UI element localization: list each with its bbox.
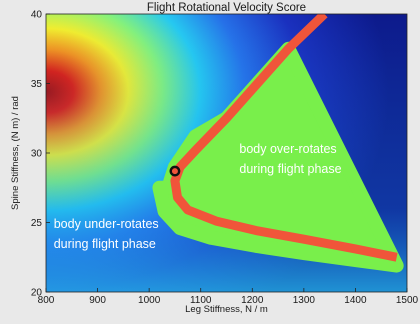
annotation-text: during flight phase (54, 237, 156, 251)
y-tick-label: 35 (31, 79, 43, 90)
y-tick-label: 20 (31, 288, 43, 299)
annotation-text: body under-rotates (54, 217, 159, 231)
x-tick-label: 1000 (138, 295, 161, 306)
x-tick-label: 900 (89, 295, 106, 306)
x-tick-label: 1300 (293, 295, 316, 306)
y-axis-label: Spine Stiffness, (N m) / rad (10, 96, 21, 210)
y-tick-label: 30 (31, 149, 43, 160)
x-axis-label: Leg Stiffness, N / m (185, 304, 268, 315)
x-tick-label: 1500 (396, 295, 419, 306)
y-tick-label: 25 (31, 218, 43, 229)
y-tick-label: 40 (31, 10, 43, 21)
selected-point-marker (169, 165, 181, 177)
x-tick-label: 1200 (241, 295, 264, 306)
x-tick-label: 800 (38, 295, 55, 306)
optimal-curve-line (170, 14, 398, 262)
annotation-text: body over-rotates (239, 142, 336, 156)
annotation-text: during flight phase (239, 162, 341, 176)
x-tick-label: 1100 (190, 295, 212, 306)
chart-title: Flight Rotational Velocity Score (147, 2, 306, 14)
x-tick-label: 1400 (344, 295, 367, 306)
